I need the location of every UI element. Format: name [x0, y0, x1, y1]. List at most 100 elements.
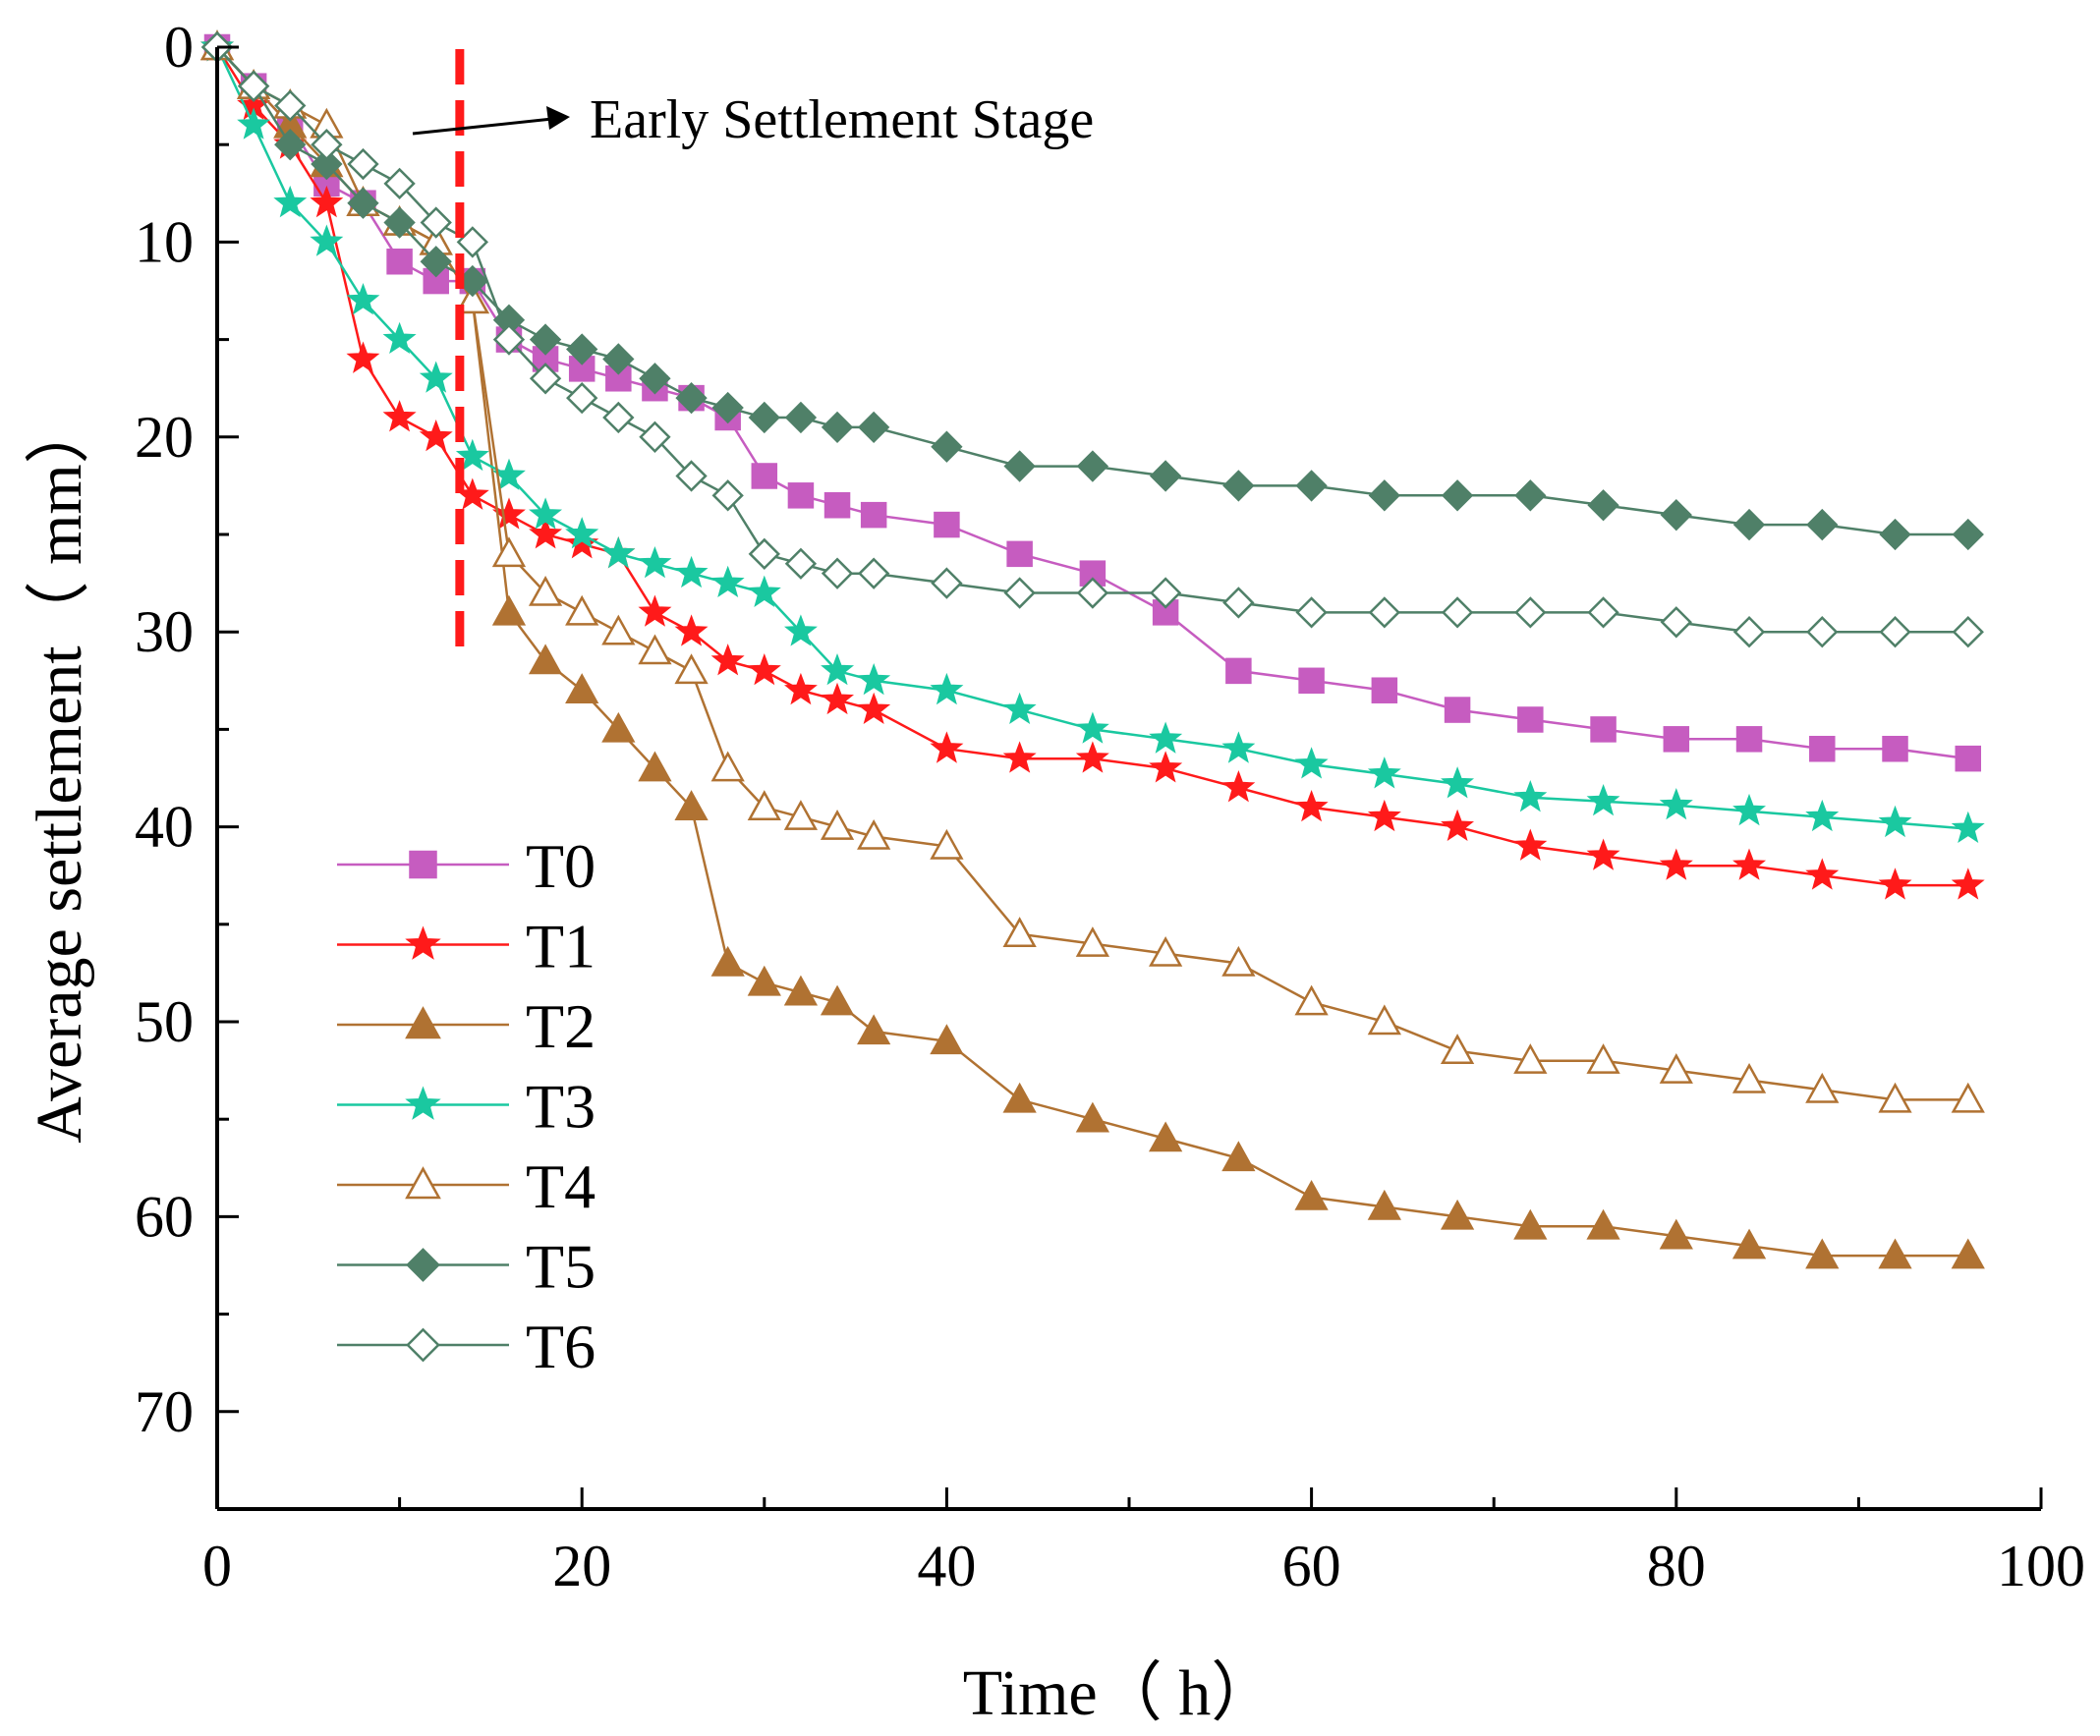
- x-tick-label: 80: [1647, 1534, 1706, 1598]
- data-point-T4: [820, 810, 855, 840]
- data-point-T3: [1075, 711, 1109, 744]
- data-point-T4: [601, 614, 636, 645]
- series-line-T1: [215, 46, 1968, 887]
- data-point-T4: [1002, 917, 1037, 947]
- data-point-T3: [273, 185, 308, 218]
- data-point-T3: [237, 107, 271, 140]
- data-point-T1: [1659, 848, 1693, 880]
- data-point-T3: [310, 224, 344, 256]
- annotation-arrow-line: [412, 117, 553, 136]
- data-point-T4: [1294, 984, 1329, 1016]
- data-point-T0: [751, 463, 778, 489]
- y-tick-label: 60: [135, 1184, 194, 1249]
- data-point-T3: [1367, 756, 1401, 789]
- data-point-T3: [1659, 787, 1693, 820]
- legend-label: T3: [526, 1072, 596, 1142]
- data-point-T4: [1440, 1034, 1475, 1065]
- series-line-T5: [216, 46, 1968, 536]
- data-point-T1: [1441, 809, 1475, 841]
- x-axis-title: Time（ h）: [963, 1657, 1276, 1729]
- data-point-T2: [565, 673, 599, 703]
- data-point-T3: [529, 497, 563, 530]
- data-point-T5: [383, 206, 416, 239]
- data-point-T5: [1587, 489, 1619, 522]
- series-T1: [199, 29, 1985, 900]
- data-point-T1: [419, 419, 453, 452]
- legend-label: T6: [526, 1312, 596, 1381]
- data-point-T6: [748, 537, 780, 571]
- y-tick-label: 10: [135, 209, 194, 274]
- legend-swatch-marker: [405, 1086, 441, 1120]
- legend-item-T2: T2: [337, 991, 596, 1061]
- data-point-T5: [1076, 450, 1109, 482]
- legend-item-T4: T4: [337, 1151, 596, 1221]
- data-point-T5: [748, 401, 780, 434]
- data-point-T0: [787, 482, 815, 509]
- data-point-T6: [711, 479, 744, 512]
- data-point-T3: [1586, 783, 1620, 816]
- data-point-T4: [710, 751, 745, 782]
- data-point-T1: [1513, 828, 1548, 861]
- x-tick-label: 60: [1282, 1534, 1341, 1598]
- data-point-T4: [1878, 1082, 1912, 1113]
- data-point-T1: [638, 594, 672, 627]
- x-tick-label: 20: [552, 1534, 611, 1598]
- data-point-T5: [1368, 479, 1401, 512]
- data-point-T3: [1221, 731, 1256, 763]
- data-point-T6: [1806, 616, 1839, 648]
- data-point-T3: [382, 321, 417, 354]
- data-point-T2: [1294, 1179, 1329, 1210]
- data-point-T4: [747, 790, 781, 821]
- data-point-T3: [857, 662, 891, 696]
- data-point-T0: [934, 511, 960, 538]
- plot-area: [199, 29, 1985, 1269]
- data-point-T1: [529, 517, 563, 549]
- data-point-T5: [1514, 479, 1547, 512]
- data-point-T2: [491, 594, 527, 626]
- data-point-T5: [711, 391, 744, 424]
- legend-item-T1: T1: [337, 912, 596, 981]
- data-point-T2: [1586, 1208, 1620, 1240]
- data-point-T5: [602, 343, 635, 375]
- data-point-T1: [1367, 799, 1401, 832]
- data-point-T1: [1149, 751, 1183, 783]
- data-point-T5: [566, 333, 598, 365]
- data-point-T5: [1003, 450, 1036, 482]
- data-point-T5: [821, 411, 854, 444]
- data-point-T6: [639, 420, 671, 453]
- data-point-T2: [1221, 1141, 1256, 1172]
- axes: 0 20 40 60 80 100 0 10 20 30 40 50 60 70: [135, 15, 2085, 1598]
- legend-label: T5: [526, 1232, 596, 1302]
- data-point-T3: [1951, 811, 1985, 843]
- data-point-T6: [274, 89, 307, 122]
- series-line-T0: [216, 46, 1968, 760]
- data-point-T4: [455, 283, 489, 314]
- data-point-T5: [1732, 508, 1766, 541]
- data-point-T4: [1659, 1053, 1693, 1084]
- data-point-T5: [675, 381, 708, 415]
- data-point-T1: [1586, 838, 1620, 870]
- data-point-T4: [674, 653, 709, 685]
- series-line-T3: [215, 46, 1968, 830]
- y-tick-label: 50: [135, 989, 194, 1054]
- data-point-T6: [784, 547, 818, 580]
- data-point-T3: [346, 283, 380, 315]
- legend-swatch-marker: [406, 1248, 440, 1282]
- data-point-T2: [820, 984, 855, 1016]
- y-tick-label: 0: [164, 15, 194, 80]
- data-point-T3: [419, 361, 453, 393]
- data-point-T2: [710, 945, 745, 977]
- data-point-T6: [1514, 596, 1547, 629]
- data-point-T3: [1149, 721, 1183, 754]
- legend-swatch-marker: [405, 1006, 441, 1039]
- data-point-T3: [1294, 747, 1329, 779]
- annotation: Early Settlement Stage: [412, 49, 1094, 652]
- legend-swatch-marker: [406, 1327, 440, 1363]
- data-point-T6: [1076, 577, 1109, 609]
- y-tick-label: 30: [135, 599, 194, 664]
- data-point-T6: [1149, 577, 1182, 609]
- data-point-T3: [821, 653, 855, 686]
- data-point-T6: [1952, 616, 1984, 648]
- data-point-T5: [1149, 460, 1182, 492]
- data-point-T6: [1441, 596, 1474, 629]
